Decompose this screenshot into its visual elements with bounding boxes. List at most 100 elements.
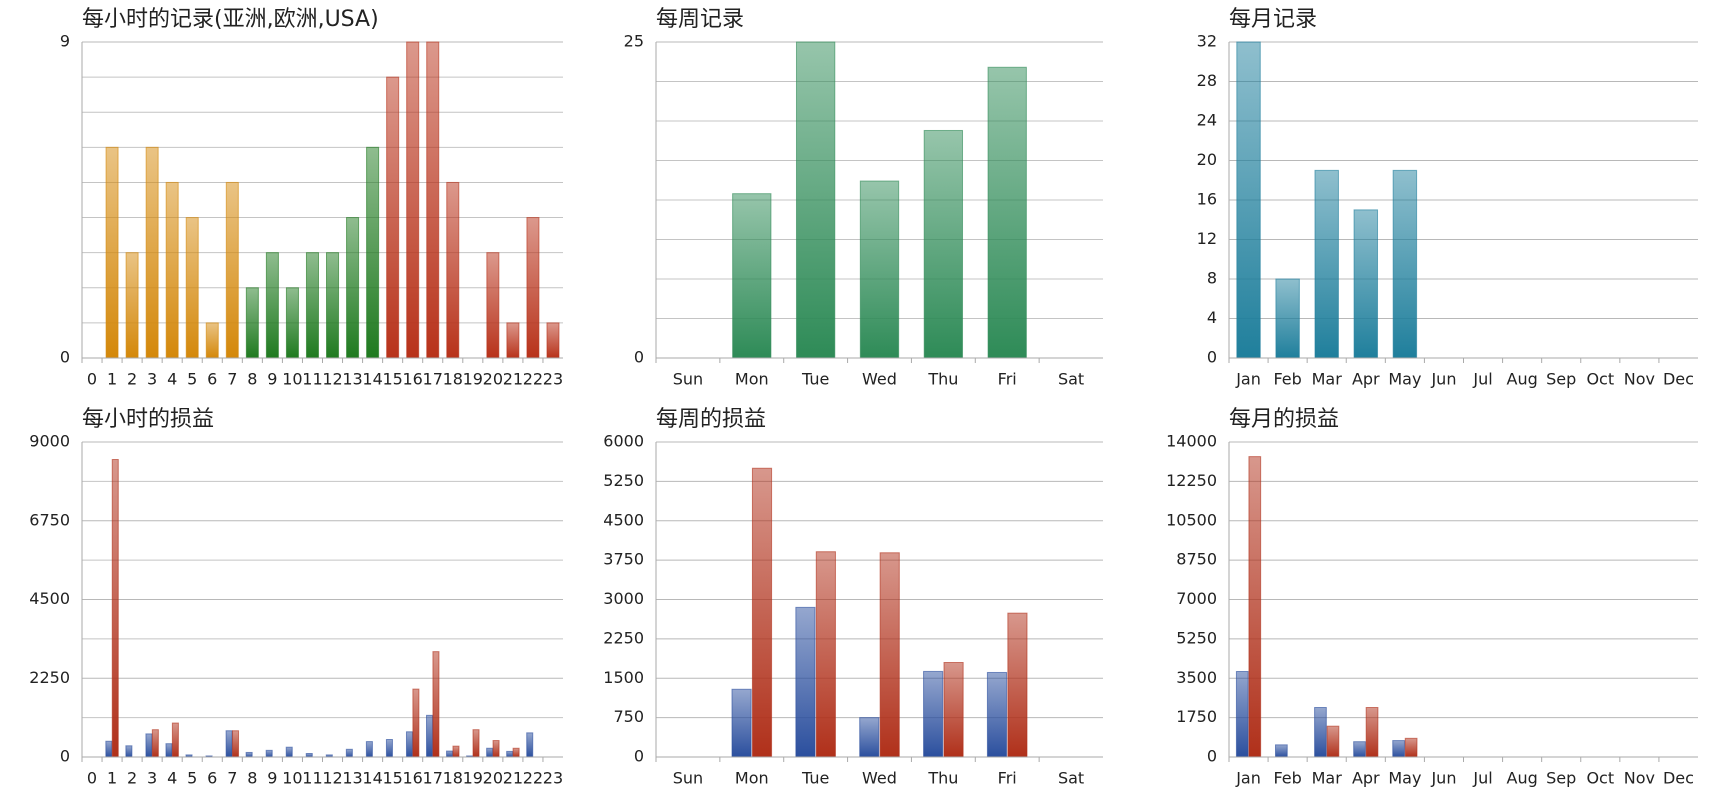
bar <box>432 651 440 758</box>
bar <box>426 714 434 758</box>
chart-title: 每周记录 <box>656 7 744 32</box>
y-tick-label: 14000 <box>1166 432 1217 451</box>
x-tick-label: 2 <box>127 769 137 788</box>
x-tick-label: 7 <box>227 370 237 389</box>
x-tick-label: 1 <box>107 370 117 389</box>
x-tick-label: May <box>1388 769 1421 788</box>
y-tick-label: 24 <box>1197 111 1217 130</box>
x-tick-label: Sep <box>1546 769 1576 788</box>
x-tick-label: 21 <box>503 370 523 389</box>
y-tick-label: 9000 <box>29 432 70 451</box>
y-tick-label: 8 <box>1207 269 1217 288</box>
x-tick-label: 15 <box>382 370 402 389</box>
x-tick-label: May <box>1388 370 1421 389</box>
x-tick-label: 22 <box>523 370 543 389</box>
y-tick-label: 0 <box>1207 747 1217 766</box>
y-tick-label: 16 <box>1197 190 1217 209</box>
x-tick-label: Fri <box>998 370 1017 389</box>
x-tick-label: 14 <box>362 769 382 788</box>
x-tick-label: Tue <box>801 769 829 788</box>
y-tick-label: 2250 <box>29 668 70 687</box>
y-tick-label: 0 <box>634 747 644 766</box>
bar <box>795 41 836 359</box>
chart-title: 每小时的损益 <box>82 407 214 432</box>
x-tick-label: Jan <box>1235 769 1261 788</box>
x-tick-label: 11 <box>302 370 322 389</box>
bar <box>731 688 752 758</box>
bar <box>151 729 159 758</box>
x-tick-label: Fri <box>998 769 1017 788</box>
y-tick-label: 750 <box>613 707 644 726</box>
bar <box>406 41 420 359</box>
bar <box>105 146 119 359</box>
y-tick-label: 9 <box>60 32 70 51</box>
bar <box>486 747 494 758</box>
x-tick-label: 10 <box>282 370 302 389</box>
bar <box>546 322 560 359</box>
bar <box>111 459 119 758</box>
bar <box>105 740 113 758</box>
x-tick-label: Aug <box>1507 769 1538 788</box>
x-tick-label: 17 <box>423 370 443 389</box>
x-tick-label: Sep <box>1546 370 1576 389</box>
chart-title: 每月记录 <box>1229 7 1317 32</box>
x-tick-label: 19 <box>463 769 483 788</box>
bar <box>185 217 199 359</box>
x-tick-label: Sat <box>1058 370 1084 389</box>
y-tick-label: 25 <box>624 32 644 51</box>
bar <box>385 739 393 758</box>
bar <box>452 745 460 758</box>
x-tick-label: Dec <box>1663 769 1694 788</box>
x-tick-label: 20 <box>483 370 503 389</box>
bar <box>986 671 1008 758</box>
x-tick-label: 5 <box>187 769 197 788</box>
bar <box>923 129 964 359</box>
bar <box>859 180 900 359</box>
bar <box>1326 725 1340 758</box>
x-tick-label: 13 <box>342 370 362 389</box>
bar <box>205 322 219 359</box>
x-tick-label: 0 <box>87 769 97 788</box>
x-tick-label: 15 <box>382 769 402 788</box>
x-tick-label: 7 <box>227 769 237 788</box>
y-tick-label: 0 <box>634 348 644 367</box>
x-tick-label: 3 <box>147 370 157 389</box>
bar <box>1392 169 1418 359</box>
y-tick-label: 4500 <box>29 589 70 608</box>
x-tick-label: Apr <box>1352 769 1380 788</box>
bar <box>245 287 259 359</box>
x-tick-label: 6 <box>207 769 217 788</box>
y-tick-label: 4500 <box>603 510 644 529</box>
x-tick-label: Thu <box>927 370 958 389</box>
x-tick-label: Mar <box>1312 370 1343 389</box>
x-tick-label: 5 <box>187 370 197 389</box>
bar <box>232 730 240 758</box>
bar <box>732 193 772 359</box>
bar <box>265 749 273 758</box>
x-tick-label: 21 <box>503 769 523 788</box>
y-tick-label: 20 <box>1197 150 1217 169</box>
x-tick-label: 18 <box>443 769 463 788</box>
bar <box>512 747 520 758</box>
x-tick-label: 17 <box>423 769 443 788</box>
x-tick-label: 10 <box>282 769 302 788</box>
x-tick-label: 20 <box>483 769 503 788</box>
bar <box>225 181 239 359</box>
bar <box>1365 707 1379 758</box>
x-tick-label: 2 <box>127 370 137 389</box>
bar <box>285 746 293 758</box>
x-tick-label: 23 <box>543 370 563 389</box>
bar <box>1314 169 1339 359</box>
bar <box>225 730 233 758</box>
bar <box>1392 740 1405 758</box>
y-tick-label: 7000 <box>1176 589 1217 608</box>
x-tick-label: Aug <box>1507 370 1538 389</box>
x-tick-label: Oct <box>1586 769 1614 788</box>
bar <box>171 722 179 758</box>
bar <box>412 688 420 758</box>
bar <box>265 252 279 359</box>
y-tick-label: 32 <box>1197 32 1217 51</box>
bar <box>125 252 139 359</box>
x-tick-label: 8 <box>247 769 257 788</box>
x-tick-label: 0 <box>87 370 97 389</box>
